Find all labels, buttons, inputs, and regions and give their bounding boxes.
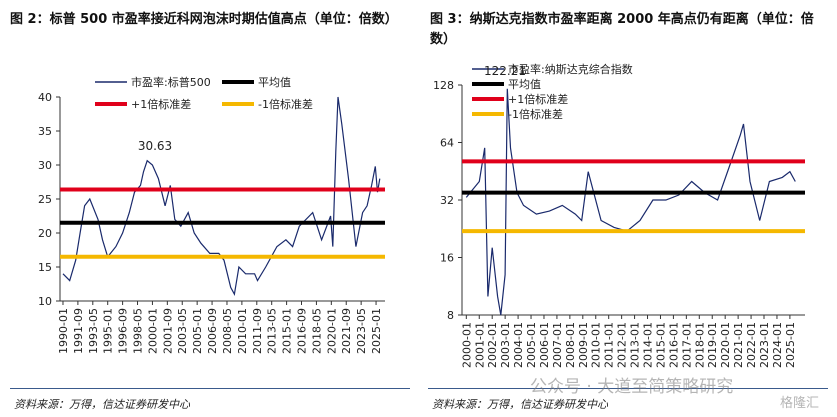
chart-title: 图 2：标普 500 市盈率接近科网泡沫时期估值高点（单位：倍数） bbox=[10, 12, 398, 27]
x-tick-label: 2020-01 bbox=[719, 322, 732, 368]
x-tick-label: 2011-09 bbox=[251, 308, 264, 354]
x-tick-label: 2005-01 bbox=[191, 308, 204, 354]
y-tick-label: 30 bbox=[38, 159, 52, 172]
x-tick-label: 2021-01 bbox=[732, 322, 745, 368]
y-tick-label: 128 bbox=[433, 79, 454, 92]
legend-label: +1倍标准差 bbox=[131, 97, 191, 111]
chart-title: 图 3：纳斯达克指数市盈率距离 2000 年高点仍有距离（单位：倍数） bbox=[430, 12, 814, 47]
x-tick-label: 2023-01 bbox=[758, 322, 771, 368]
x-tick-label: 2000-01 bbox=[146, 308, 159, 354]
rule bbox=[428, 388, 828, 389]
y-tick-label: 8 bbox=[447, 309, 454, 322]
x-tick-label: 2009-01 bbox=[577, 322, 590, 368]
x-tick-label: 2014-01 bbox=[642, 322, 655, 368]
x-tick-label: 2010-01 bbox=[590, 322, 603, 368]
legend-label: 平均值 bbox=[258, 76, 291, 89]
x-tick-label: 2013-01 bbox=[629, 322, 642, 368]
x-tick-label: 2017-01 bbox=[680, 322, 693, 368]
legend-label: -1倍标准差 bbox=[508, 107, 563, 121]
x-tick-label: 2018-01 bbox=[693, 322, 706, 368]
x-tick-label: 2019-01 bbox=[706, 322, 719, 368]
x-tick-label: 1995-01 bbox=[102, 308, 115, 354]
x-tick-label: 2000-01 bbox=[460, 322, 473, 368]
x-tick-label: 2020-01 bbox=[325, 308, 338, 354]
x-tick-label: 2001-09 bbox=[161, 308, 174, 354]
x-tick-label: 2024-01 bbox=[771, 322, 784, 368]
x-tick-label: 2018-05 bbox=[310, 308, 323, 354]
x-tick-label: 2006-09 bbox=[206, 308, 219, 354]
x-tick-label: 1990-01 bbox=[57, 308, 70, 354]
x-tick-label: 1996-09 bbox=[117, 308, 130, 354]
legend-label: +1倍标准差 bbox=[508, 92, 568, 106]
x-tick-label: 2010-01 bbox=[236, 308, 249, 354]
x-tick-label: 1991-09 bbox=[72, 308, 85, 354]
y-tick-label: 20 bbox=[38, 227, 52, 240]
y-tick-label: 32 bbox=[440, 194, 454, 207]
x-tick-label: 2008-01 bbox=[564, 322, 577, 368]
rule bbox=[10, 388, 410, 389]
x-tick-label: 1998-05 bbox=[132, 308, 145, 354]
x-tick-label: 2013-05 bbox=[266, 308, 279, 354]
x-tick-label: 2008-05 bbox=[221, 308, 234, 354]
x-tick-label: 2006-01 bbox=[538, 322, 551, 368]
x-tick-label: 2021-09 bbox=[340, 308, 353, 354]
x-tick-label: 2023-05 bbox=[355, 308, 368, 354]
y-tick-label: 25 bbox=[38, 193, 52, 206]
x-tick-label: 2016-01 bbox=[667, 322, 680, 368]
x-tick-label: 2007-01 bbox=[551, 322, 564, 368]
line-series bbox=[62, 96, 381, 297]
annotation: 122.21 bbox=[484, 64, 526, 78]
annotation: 30.63 bbox=[138, 139, 172, 153]
y-tick-label: 40 bbox=[38, 91, 52, 104]
x-tick-label: 2015-01 bbox=[654, 322, 667, 368]
x-tick-label: 2012-01 bbox=[616, 322, 629, 368]
watermark: 公众号 · 大道至简策略研究 bbox=[530, 377, 734, 397]
x-tick-label: 1993-05 bbox=[87, 308, 100, 354]
logo: 格隆汇 bbox=[780, 396, 820, 411]
y-tick-label: 16 bbox=[440, 252, 454, 265]
legend-label: 市盈率:纳斯达克综合指数 bbox=[508, 62, 633, 76]
x-tick-label: 2005-01 bbox=[525, 322, 538, 368]
chart: 10 15 20 25 30 35 40 1990-01 1991-09 1993-05 1995-… bbox=[38, 75, 385, 354]
legend-label: -1倍标准差 bbox=[258, 97, 313, 111]
x-tick-label: 2004-01 bbox=[512, 322, 525, 368]
y-tick-label: 35 bbox=[38, 125, 52, 138]
x-tick-label: 2001-01 bbox=[473, 322, 486, 368]
y-tick-label: 15 bbox=[38, 261, 52, 274]
x-tick-label: 2003-01 bbox=[499, 322, 512, 368]
x-tick-label: 2022-01 bbox=[745, 322, 758, 368]
x-tick-label: 2011-01 bbox=[603, 322, 616, 368]
source-note: 资料来源：万得，信达证券研发中心 bbox=[432, 398, 608, 411]
line-series bbox=[465, 88, 796, 316]
x-tick-label: 2016-09 bbox=[296, 308, 309, 354]
y-tick-label: 64 bbox=[440, 137, 454, 150]
source-note: 资料来源：万得，信达证券研发中心 bbox=[14, 398, 190, 411]
x-tick-label: 2003-05 bbox=[176, 308, 189, 354]
x-tick-label: 2015-01 bbox=[281, 308, 294, 354]
legend-label: 平均值 bbox=[508, 78, 541, 91]
x-tick-label: 2025-01 bbox=[784, 322, 797, 368]
y-tick-label: 10 bbox=[38, 295, 52, 308]
x-tick-label: 2002-01 bbox=[486, 322, 499, 368]
x-tick-label: 2025-01 bbox=[370, 308, 383, 354]
legend-label: 市盈率:标普500 bbox=[131, 75, 211, 89]
